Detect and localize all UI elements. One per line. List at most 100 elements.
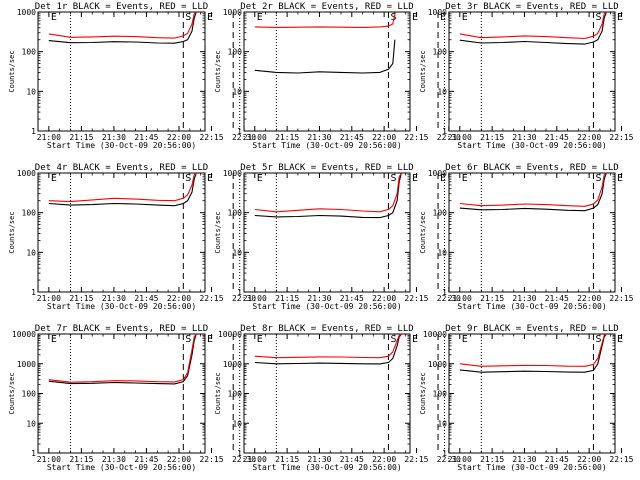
y-tick-label: 10000 <box>12 330 36 339</box>
marker-letter: E <box>257 334 263 345</box>
y-tick-label: 100 <box>22 209 37 218</box>
x-tick-label: 21:45 <box>340 294 364 303</box>
marker-letter: E <box>412 334 418 345</box>
x-tick-label: 22:30 <box>232 294 256 303</box>
x-tick-label: 22:15 <box>609 133 633 142</box>
y-tick-label: 1 <box>31 449 36 458</box>
y-axis-label: Counts/sec <box>8 50 16 92</box>
y-tick-label: 1000 <box>17 360 36 369</box>
x-axis-label: Start Time (30-Oct-09 20:56:00) <box>252 141 401 150</box>
marker-letter: S <box>185 12 191 23</box>
marker-letter: E <box>51 12 57 23</box>
marker-letter: E <box>412 12 418 23</box>
x-tick-label: 21:00 <box>448 133 472 142</box>
x-tick-label: 22:30 <box>232 133 256 142</box>
chart-title: Det 5r BLACK = Events, RED = LLD <box>240 163 413 173</box>
x-tick-label: 22:15 <box>199 294 223 303</box>
y-tick-label: 10 <box>232 87 242 96</box>
series-red-lld <box>48 11 197 39</box>
x-tick-label: 21:45 <box>134 133 158 142</box>
chart-title: Det 9r BLACK = Events, RED = LLD <box>445 324 618 334</box>
y-tick-label: 1 <box>31 127 36 136</box>
x-tick-label: 21:45 <box>134 294 158 303</box>
marker-letter: E <box>207 334 213 345</box>
x-axis-label: Start Time (30-Oct-09 20:56:00) <box>47 141 196 150</box>
marker-letter: E <box>462 173 468 184</box>
x-tick-label: 21:15 <box>69 455 93 464</box>
y-tick-label: 1000 <box>428 360 447 369</box>
series-black-events <box>459 333 607 373</box>
marker-letter: E <box>462 334 468 345</box>
y-axis-label: Counts/sec <box>214 372 222 414</box>
series-red-lld <box>48 172 197 203</box>
series-red-lld <box>459 172 607 207</box>
y-tick-label: 100 <box>433 390 448 399</box>
x-axis-label: Start Time (30-Oct-09 20:56:00) <box>457 302 606 311</box>
x-tick-label: 22:00 <box>577 133 601 142</box>
chart-panel-2: Det 2r BLACK = Events, RED = LLD Counts/s… <box>214 2 461 150</box>
y-tick-label: 100 <box>433 48 448 57</box>
series-black-events <box>459 172 607 212</box>
x-tick-label: 21:30 <box>102 294 126 303</box>
y-tick-label: 10 <box>437 419 447 428</box>
series-black-events <box>254 333 402 365</box>
x-tick-label: 21:15 <box>275 294 299 303</box>
x-tick-label: 21:15 <box>69 133 93 142</box>
y-tick-label: 10 <box>437 248 447 257</box>
marker-letter: S <box>390 12 396 23</box>
y-tick-label: 1 <box>442 288 447 297</box>
y-axis-label: Counts/sec <box>214 211 222 253</box>
x-axis-label: Start Time (30-Oct-09 20:56:00) <box>252 463 401 472</box>
y-tick-label: 100 <box>22 390 37 399</box>
x-tick-label: 21:30 <box>512 294 536 303</box>
x-tick-label: 21:15 <box>480 455 504 464</box>
x-tick-label: 21:15 <box>480 133 504 142</box>
x-tick-label: 21:00 <box>243 133 267 142</box>
y-tick-label: 10 <box>26 248 36 257</box>
marker-letter: E <box>51 173 57 184</box>
y-tick-label: 1 <box>442 127 447 136</box>
marker-letter: E <box>617 334 623 345</box>
marker-letter: S <box>595 334 601 345</box>
marker-letter: S <box>185 334 191 345</box>
y-tick-label: 100 <box>228 390 243 399</box>
y-tick-label: 10 <box>26 87 36 96</box>
chart-panel-8: Det 8r BLACK = Events, RED = LLD Counts/s… <box>214 324 461 472</box>
series-red-lld <box>48 333 197 383</box>
series-black-events <box>459 11 607 45</box>
series-red-lld <box>459 11 607 40</box>
marker-letter: S <box>595 12 601 23</box>
x-tick-label: 21:15 <box>275 455 299 464</box>
x-tick-label: 21:00 <box>243 455 267 464</box>
x-tick-label: 22:30 <box>437 133 461 142</box>
x-axis-label: Start Time (30-Oct-09 20:56:00) <box>457 463 606 472</box>
x-tick-label: 22:00 <box>372 455 396 464</box>
y-tick-label: 100 <box>228 209 243 218</box>
y-axis-label: Counts/sec <box>419 211 427 253</box>
x-tick-label: 21:30 <box>307 133 331 142</box>
x-tick-label: 22:30 <box>437 455 461 464</box>
x-tick-label: 21:00 <box>37 455 61 464</box>
marker-letter: S <box>185 173 191 184</box>
x-tick-label: 21:30 <box>102 133 126 142</box>
x-tick-label: 21:45 <box>340 133 364 142</box>
x-tick-label: 22:15 <box>199 455 223 464</box>
y-axis-label: Counts/sec <box>8 372 16 414</box>
x-axis-label: Start Time (30-Oct-09 20:56:00) <box>47 302 196 311</box>
series-black-events <box>254 39 396 74</box>
x-tick-label: 21:15 <box>275 133 299 142</box>
y-tick-label: 100 <box>22 48 37 57</box>
y-tick-label: 1000 <box>17 8 36 17</box>
x-tick-label: 22:30 <box>232 455 256 464</box>
series-red-lld <box>459 333 607 367</box>
y-tick-label: 10 <box>26 419 36 428</box>
series-red-lld <box>254 333 402 359</box>
x-tick-label: 21:30 <box>512 455 536 464</box>
marker-letter: E <box>51 334 57 345</box>
marker-letter: S <box>595 173 601 184</box>
chart-title: Det 8r BLACK = Events, RED = LLD <box>240 324 413 334</box>
x-tick-label: 21:45 <box>545 294 569 303</box>
plot-frame <box>37 11 206 132</box>
x-tick-label: 22:00 <box>372 133 396 142</box>
